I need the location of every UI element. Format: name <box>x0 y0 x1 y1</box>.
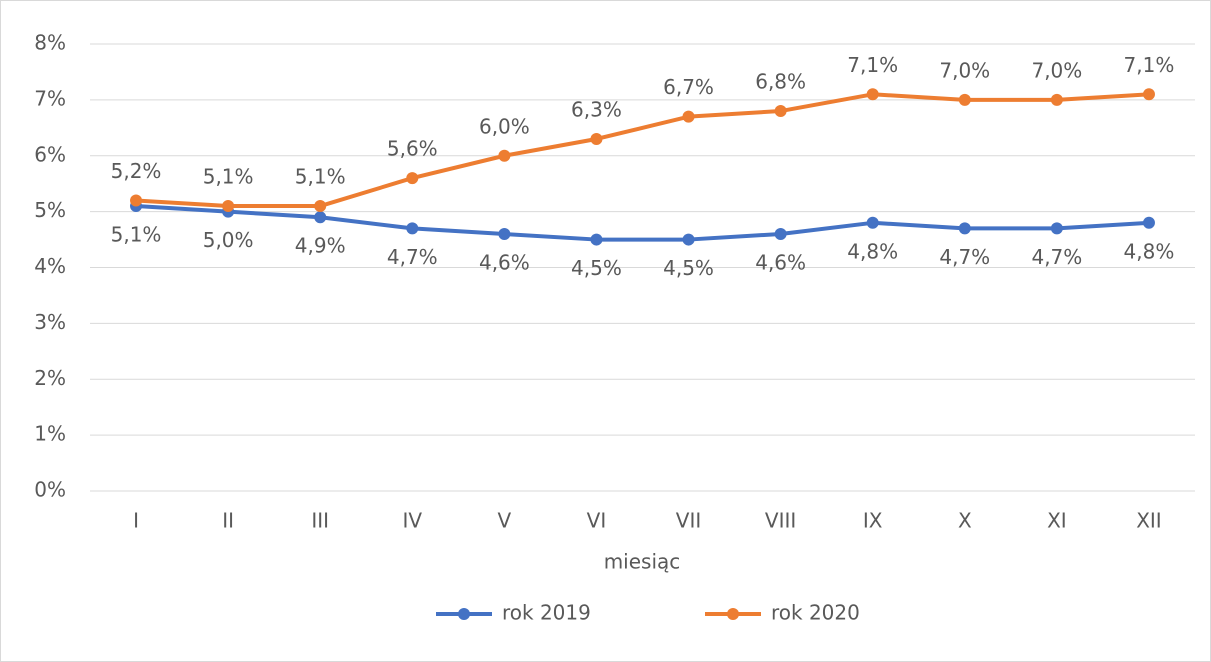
x-tick-label: II <box>222 509 234 533</box>
data-point <box>1050 222 1063 235</box>
data-label: 5,1% <box>295 165 346 189</box>
x-tick-label: VIII <box>765 509 796 533</box>
data-point <box>498 149 511 162</box>
y-tick-label: 8% <box>34 31 66 55</box>
legend-marker <box>727 608 739 620</box>
data-label: 7,1% <box>1124 53 1175 77</box>
y-tick-label: 4% <box>34 254 66 278</box>
data-point <box>406 222 419 235</box>
data-label: 4,6% <box>479 250 530 274</box>
data-point <box>866 216 879 229</box>
data-label: 4,5% <box>663 256 714 280</box>
y-tick-label: 2% <box>34 366 66 390</box>
data-point <box>1142 88 1155 101</box>
x-tick-label: III <box>311 509 329 533</box>
series-line <box>135 92 1150 209</box>
data-point <box>130 194 143 207</box>
data-point <box>682 233 695 246</box>
legend-label: rok 2019 <box>502 601 591 625</box>
y-tick-label: 6% <box>34 142 66 166</box>
data-point <box>498 227 511 240</box>
y-tick-label: 5% <box>34 198 66 222</box>
data-label: 4,7% <box>939 245 990 269</box>
x-tick-label: IX <box>863 509 883 533</box>
x-tick-label: IV <box>402 509 422 533</box>
data-point <box>1050 93 1063 106</box>
y-tick-label: 3% <box>34 310 66 334</box>
y-tick-label: 1% <box>34 422 66 446</box>
data-point <box>1142 216 1155 229</box>
legend-marker <box>458 608 470 620</box>
x-tick-label: I <box>133 509 139 533</box>
x-tick-label: X <box>958 509 972 533</box>
data-label: 6,3% <box>571 97 622 121</box>
data-label: 5,0% <box>203 228 254 252</box>
data-point <box>222 200 235 213</box>
data-point <box>314 211 327 224</box>
data-point <box>958 93 971 106</box>
x-tick-label: V <box>498 509 512 533</box>
data-label: 4,7% <box>1031 245 1082 269</box>
data-point <box>682 110 695 123</box>
data-label: 5,2% <box>111 159 162 183</box>
x-tick-label: VII <box>676 509 701 533</box>
data-label: 4,6% <box>755 250 806 274</box>
data-label: 7,1% <box>847 53 898 77</box>
y-tick-label: 7% <box>34 86 66 110</box>
data-label: 5,6% <box>387 137 438 161</box>
data-label: 6,7% <box>663 75 714 99</box>
data-label: 4,7% <box>387 245 438 269</box>
data-label: 6,8% <box>755 70 806 94</box>
data-point <box>590 132 603 145</box>
legend-label: rok 2020 <box>771 601 860 625</box>
data-label: 4,8% <box>847 239 898 263</box>
data-label: 7,0% <box>1031 58 1082 82</box>
data-label: 5,1% <box>111 223 162 247</box>
data-label: 6,0% <box>479 114 530 138</box>
series-line <box>135 204 1150 242</box>
data-label: 5,1% <box>203 165 254 189</box>
data-label: 4,5% <box>571 256 622 280</box>
x-axis-title: miesiąc <box>604 550 681 574</box>
x-tick-label: VI <box>587 509 607 533</box>
x-tick-label: XI <box>1047 509 1067 533</box>
data-point <box>590 233 603 246</box>
data-point <box>774 227 787 240</box>
data-point <box>774 105 787 118</box>
x-tick-label: XII <box>1136 509 1162 533</box>
data-point <box>406 172 419 185</box>
data-label: 4,8% <box>1124 239 1175 263</box>
data-label: 4,9% <box>295 234 346 258</box>
data-point <box>314 200 327 213</box>
data-point <box>958 222 971 235</box>
y-tick-label: 0% <box>34 478 66 502</box>
data-point <box>866 88 879 101</box>
data-label: 7,0% <box>939 58 990 82</box>
